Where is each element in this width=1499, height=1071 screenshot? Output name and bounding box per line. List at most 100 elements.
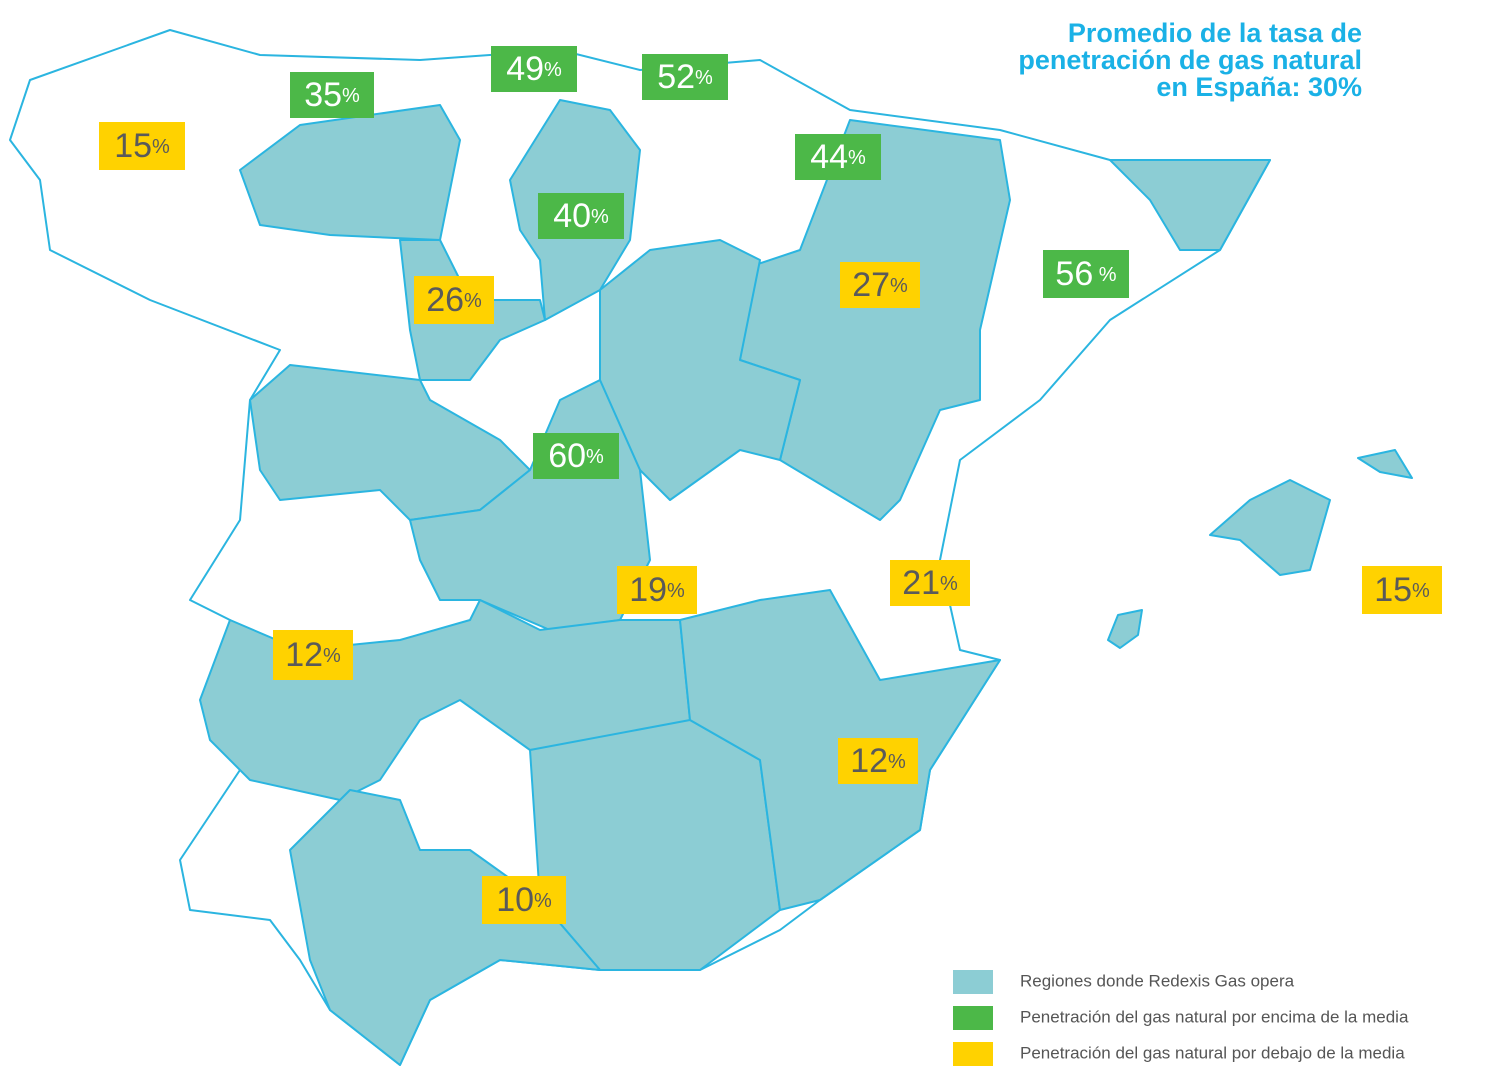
label-value: 27 [852, 266, 890, 304]
label-box [838, 738, 918, 784]
legend-text: Penetración del gas natural por debajo d… [1020, 1043, 1405, 1062]
label: 26% [414, 276, 494, 324]
label-unit: % [667, 580, 685, 602]
label-box [538, 193, 624, 239]
label-unit: % [152, 136, 170, 158]
label-unit: % [464, 290, 482, 312]
label-unit: % [695, 67, 713, 89]
label-value: 21 [902, 564, 940, 602]
label-text: 15% [114, 127, 170, 165]
label-box [1362, 566, 1442, 614]
label: 19% [617, 566, 697, 614]
label-box [533, 433, 619, 479]
label-value: 60 [548, 437, 586, 475]
label-value: 49 [506, 50, 544, 88]
label-box [482, 876, 566, 924]
label-unit: % [544, 59, 562, 81]
label-box [617, 566, 697, 614]
menorca [1357, 449, 1413, 479]
label-unit: % [591, 206, 609, 228]
label: 44% [795, 134, 881, 180]
label: 27% [840, 262, 920, 308]
label-box [840, 262, 920, 308]
label: 49% [491, 46, 577, 92]
label: 35% [290, 72, 374, 118]
label-text: 49% [506, 50, 562, 88]
label-unit: % [1093, 264, 1117, 286]
legend-swatch [953, 970, 993, 994]
label-value: 19 [629, 571, 667, 609]
title-line: Promedio de la tasa de [1068, 18, 1362, 48]
label-box [273, 630, 353, 680]
legend-text: Regiones donde Redexis Gas opera [1020, 971, 1295, 990]
label-value: 26 [426, 281, 464, 319]
label-box [795, 134, 881, 180]
label-text: 26% [426, 281, 482, 319]
label-value: 52 [657, 58, 695, 96]
label-unit: % [890, 275, 908, 297]
label-value: 12 [850, 742, 888, 780]
label-text: 12% [285, 636, 341, 674]
label-unit: % [323, 645, 341, 667]
label-text: 10% [496, 881, 552, 919]
label-value: 15 [114, 127, 152, 165]
label-value: 56 [1055, 255, 1093, 293]
label-unit: % [586, 446, 604, 468]
legend: Regiones donde Redexis Gas opera Penetrac… [953, 970, 1409, 1066]
label-box [290, 72, 374, 118]
label-unit: % [848, 147, 866, 169]
label-value: 15 [1374, 571, 1412, 609]
label-text: 19% [629, 571, 685, 609]
labels: 15%35%49% 52%44%40%56 %27%26%60%19% 21% 15%… [99, 46, 1442, 924]
label-text: 56 % [1055, 255, 1116, 293]
legend-text: Penetración del gas natural por encima d… [1020, 1007, 1409, 1026]
label-value: 10 [496, 881, 534, 919]
label: 21% [890, 560, 970, 606]
region [289, 789, 601, 1066]
region [239, 104, 461, 241]
label: 12% [838, 738, 918, 784]
label-text: 44% [810, 138, 866, 176]
label-box [1043, 250, 1129, 298]
title-line: penetración de gas natural [1018, 45, 1362, 75]
label: 52% [642, 54, 728, 100]
region [1109, 159, 1271, 251]
label-box [491, 46, 577, 92]
label-text: 52% [657, 58, 713, 96]
ibiza [1107, 609, 1143, 649]
label-text: 15% [1374, 571, 1430, 609]
label-box [414, 276, 494, 324]
label: 15% [1362, 566, 1442, 614]
label: 40% [538, 193, 624, 239]
label-box [642, 54, 728, 100]
label-value: 44 [810, 138, 848, 176]
label-text: 60% [548, 437, 604, 475]
label-text: 27% [852, 266, 908, 304]
spain-map [9, 29, 1413, 1066]
label-text: 40% [553, 197, 609, 235]
label-unit: % [534, 890, 552, 912]
mallorca [1209, 479, 1331, 576]
label-unit: % [1412, 580, 1430, 602]
label-text: 12% [850, 742, 906, 780]
title-line: en España: 30% [1156, 72, 1362, 102]
label-box [890, 560, 970, 606]
label: 56 % [1043, 250, 1129, 298]
label-text: 35% [304, 76, 360, 114]
legend-swatch [953, 1042, 993, 1066]
label: 10% [482, 876, 566, 924]
label-value: 35 [304, 76, 342, 114]
label: 12% [273, 630, 353, 680]
label: 60% [533, 433, 619, 479]
label-unit: % [940, 573, 958, 595]
label-unit: % [342, 85, 360, 107]
label-box [99, 122, 185, 170]
label-text: 21% [902, 564, 958, 602]
label-value: 40 [553, 197, 591, 235]
label: 15% [99, 122, 185, 170]
label-value: 12 [285, 636, 323, 674]
label-unit: % [888, 751, 906, 773]
